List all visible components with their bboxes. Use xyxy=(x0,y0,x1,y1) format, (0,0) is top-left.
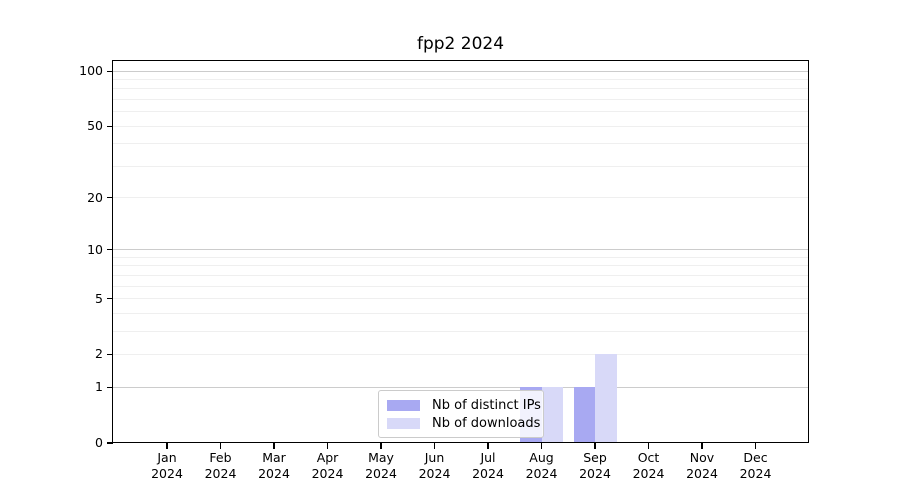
x-tick-label-year: 2024 xyxy=(739,465,772,481)
legend-swatch-downloads xyxy=(387,417,420,429)
x-tick-label-month: Jan xyxy=(157,450,177,465)
major-gridline xyxy=(112,70,809,72)
x-tick-label-year: 2024 xyxy=(579,465,611,481)
y-tick-label: 20 xyxy=(87,189,103,205)
x-tick-label-year: 2024 xyxy=(258,465,290,481)
y-tick-label: 10 xyxy=(87,241,103,257)
x-tick-label-month: Oct xyxy=(637,450,660,465)
x-tick-label: Oct 2024 xyxy=(609,450,689,481)
x-tick-label-month: Apr xyxy=(316,450,339,465)
x-tick-label-month: Dec xyxy=(743,450,768,465)
y-tick-mark xyxy=(106,442,113,444)
x-tick-label-year: 2024 xyxy=(365,465,397,481)
y-tick-mark xyxy=(106,297,113,300)
x-tick-mark xyxy=(540,443,543,449)
x-tick-label-month: Jun xyxy=(424,450,445,465)
y-tick-mark xyxy=(106,125,113,127)
legend-label-distinct-ips: Nb of distinct IPs xyxy=(432,397,541,413)
y-tick-label: 1 xyxy=(95,379,103,395)
legend: Nb of distinct IPs Nb of downloads xyxy=(378,390,544,438)
x-tick-label-month: Mar xyxy=(262,450,286,465)
minor-gridline xyxy=(112,125,809,127)
x-tick-label-year: 2024 xyxy=(632,465,665,481)
x-tick-label-month: Sep xyxy=(583,450,607,465)
x-tick-label-year: 2024 xyxy=(151,465,183,481)
chart-title: fpp2 2024 xyxy=(416,34,505,54)
x-tick-mark xyxy=(754,443,757,449)
x-tick-label: Jun 2024 xyxy=(395,450,475,481)
legend-swatch-distinct-ips xyxy=(387,399,420,411)
minor-gridline xyxy=(112,298,809,300)
minor-gridline xyxy=(112,265,809,267)
y-tick-label: 2 xyxy=(95,346,103,362)
x-tick-label-month: Aug xyxy=(529,450,554,465)
x-tick-label: Nov 2024 xyxy=(662,450,742,481)
x-tick-label-year: 2024 xyxy=(311,465,344,481)
minor-gridline xyxy=(112,312,809,314)
legend-label-downloads: Nb of downloads xyxy=(432,415,541,431)
x-tick-mark xyxy=(326,443,329,449)
x-tick-mark xyxy=(433,443,436,449)
x-tick-mark xyxy=(487,443,489,449)
x-tick-label-year: 2024 xyxy=(686,465,718,481)
minor-gridline xyxy=(112,99,809,101)
plot-area: Nb of distinct IPs Nb of downloads xyxy=(112,60,809,443)
x-tick-mark xyxy=(166,443,168,449)
minor-gridline xyxy=(112,79,809,81)
y-tick-mark xyxy=(106,386,113,388)
x-tick-mark xyxy=(273,443,275,449)
y-tick-mark xyxy=(106,353,113,356)
minor-gridline xyxy=(112,330,809,332)
minor-gridline xyxy=(112,88,809,90)
minor-gridline xyxy=(112,256,809,258)
x-tick-label: Dec 2024 xyxy=(716,450,796,481)
legend-item-distinct-ips: Nb of distinct IPs xyxy=(387,396,541,414)
x-tick-label-year: 2024 xyxy=(525,465,558,481)
x-tick-label-year: 2024 xyxy=(472,465,504,481)
x-tick-mark xyxy=(594,443,596,449)
major-gridline xyxy=(112,249,809,251)
x-tick-label: Jul 2024 xyxy=(448,450,528,481)
x-tick-label: Aug 2024 xyxy=(502,450,582,481)
x-tick-label-year: 2024 xyxy=(418,465,451,481)
x-tick-label: May 2024 xyxy=(341,450,421,481)
y-tick-label: 5 xyxy=(95,290,103,306)
plot-frame xyxy=(112,60,809,443)
y-tick-mark xyxy=(106,249,113,251)
y-tick-label: 0 xyxy=(95,435,103,450)
minor-gridline xyxy=(112,111,809,113)
x-tick-label-month: Jul xyxy=(480,450,496,465)
minor-gridline xyxy=(112,353,809,355)
minor-gridline xyxy=(112,165,809,167)
x-tick-label: Mar 2024 xyxy=(234,450,314,481)
bar-downloads xyxy=(541,387,563,443)
bar-distinct-ips xyxy=(573,387,595,443)
x-tick-label: Sep 2024 xyxy=(555,450,635,481)
minor-gridline xyxy=(112,197,809,199)
x-tick-label-year: 2024 xyxy=(204,465,237,481)
x-tick-label: Feb 2024 xyxy=(181,450,261,481)
y-tick-mark xyxy=(106,197,113,199)
legend-item-downloads: Nb of downloads xyxy=(387,414,540,432)
x-tick-label-month: Nov xyxy=(689,450,715,465)
x-tick-mark xyxy=(380,443,382,449)
x-tick-label: Jan 2024 xyxy=(127,450,207,481)
major-gridline xyxy=(112,386,809,388)
x-tick-mark xyxy=(701,443,703,449)
minor-gridline xyxy=(112,143,809,145)
x-tick-label-month: May xyxy=(368,450,394,465)
y-tick-label: 50 xyxy=(87,118,103,134)
x-tick-mark xyxy=(647,443,650,449)
minor-gridline xyxy=(112,285,809,287)
y-tick-label: 100 xyxy=(79,63,103,79)
x-tick-label-month: Feb xyxy=(209,450,232,465)
x-tick-label: Apr 2024 xyxy=(288,450,368,481)
x-tick-mark xyxy=(219,443,222,449)
y-tick-mark xyxy=(106,70,113,72)
bar-downloads xyxy=(595,354,617,443)
minor-gridline xyxy=(112,274,809,276)
